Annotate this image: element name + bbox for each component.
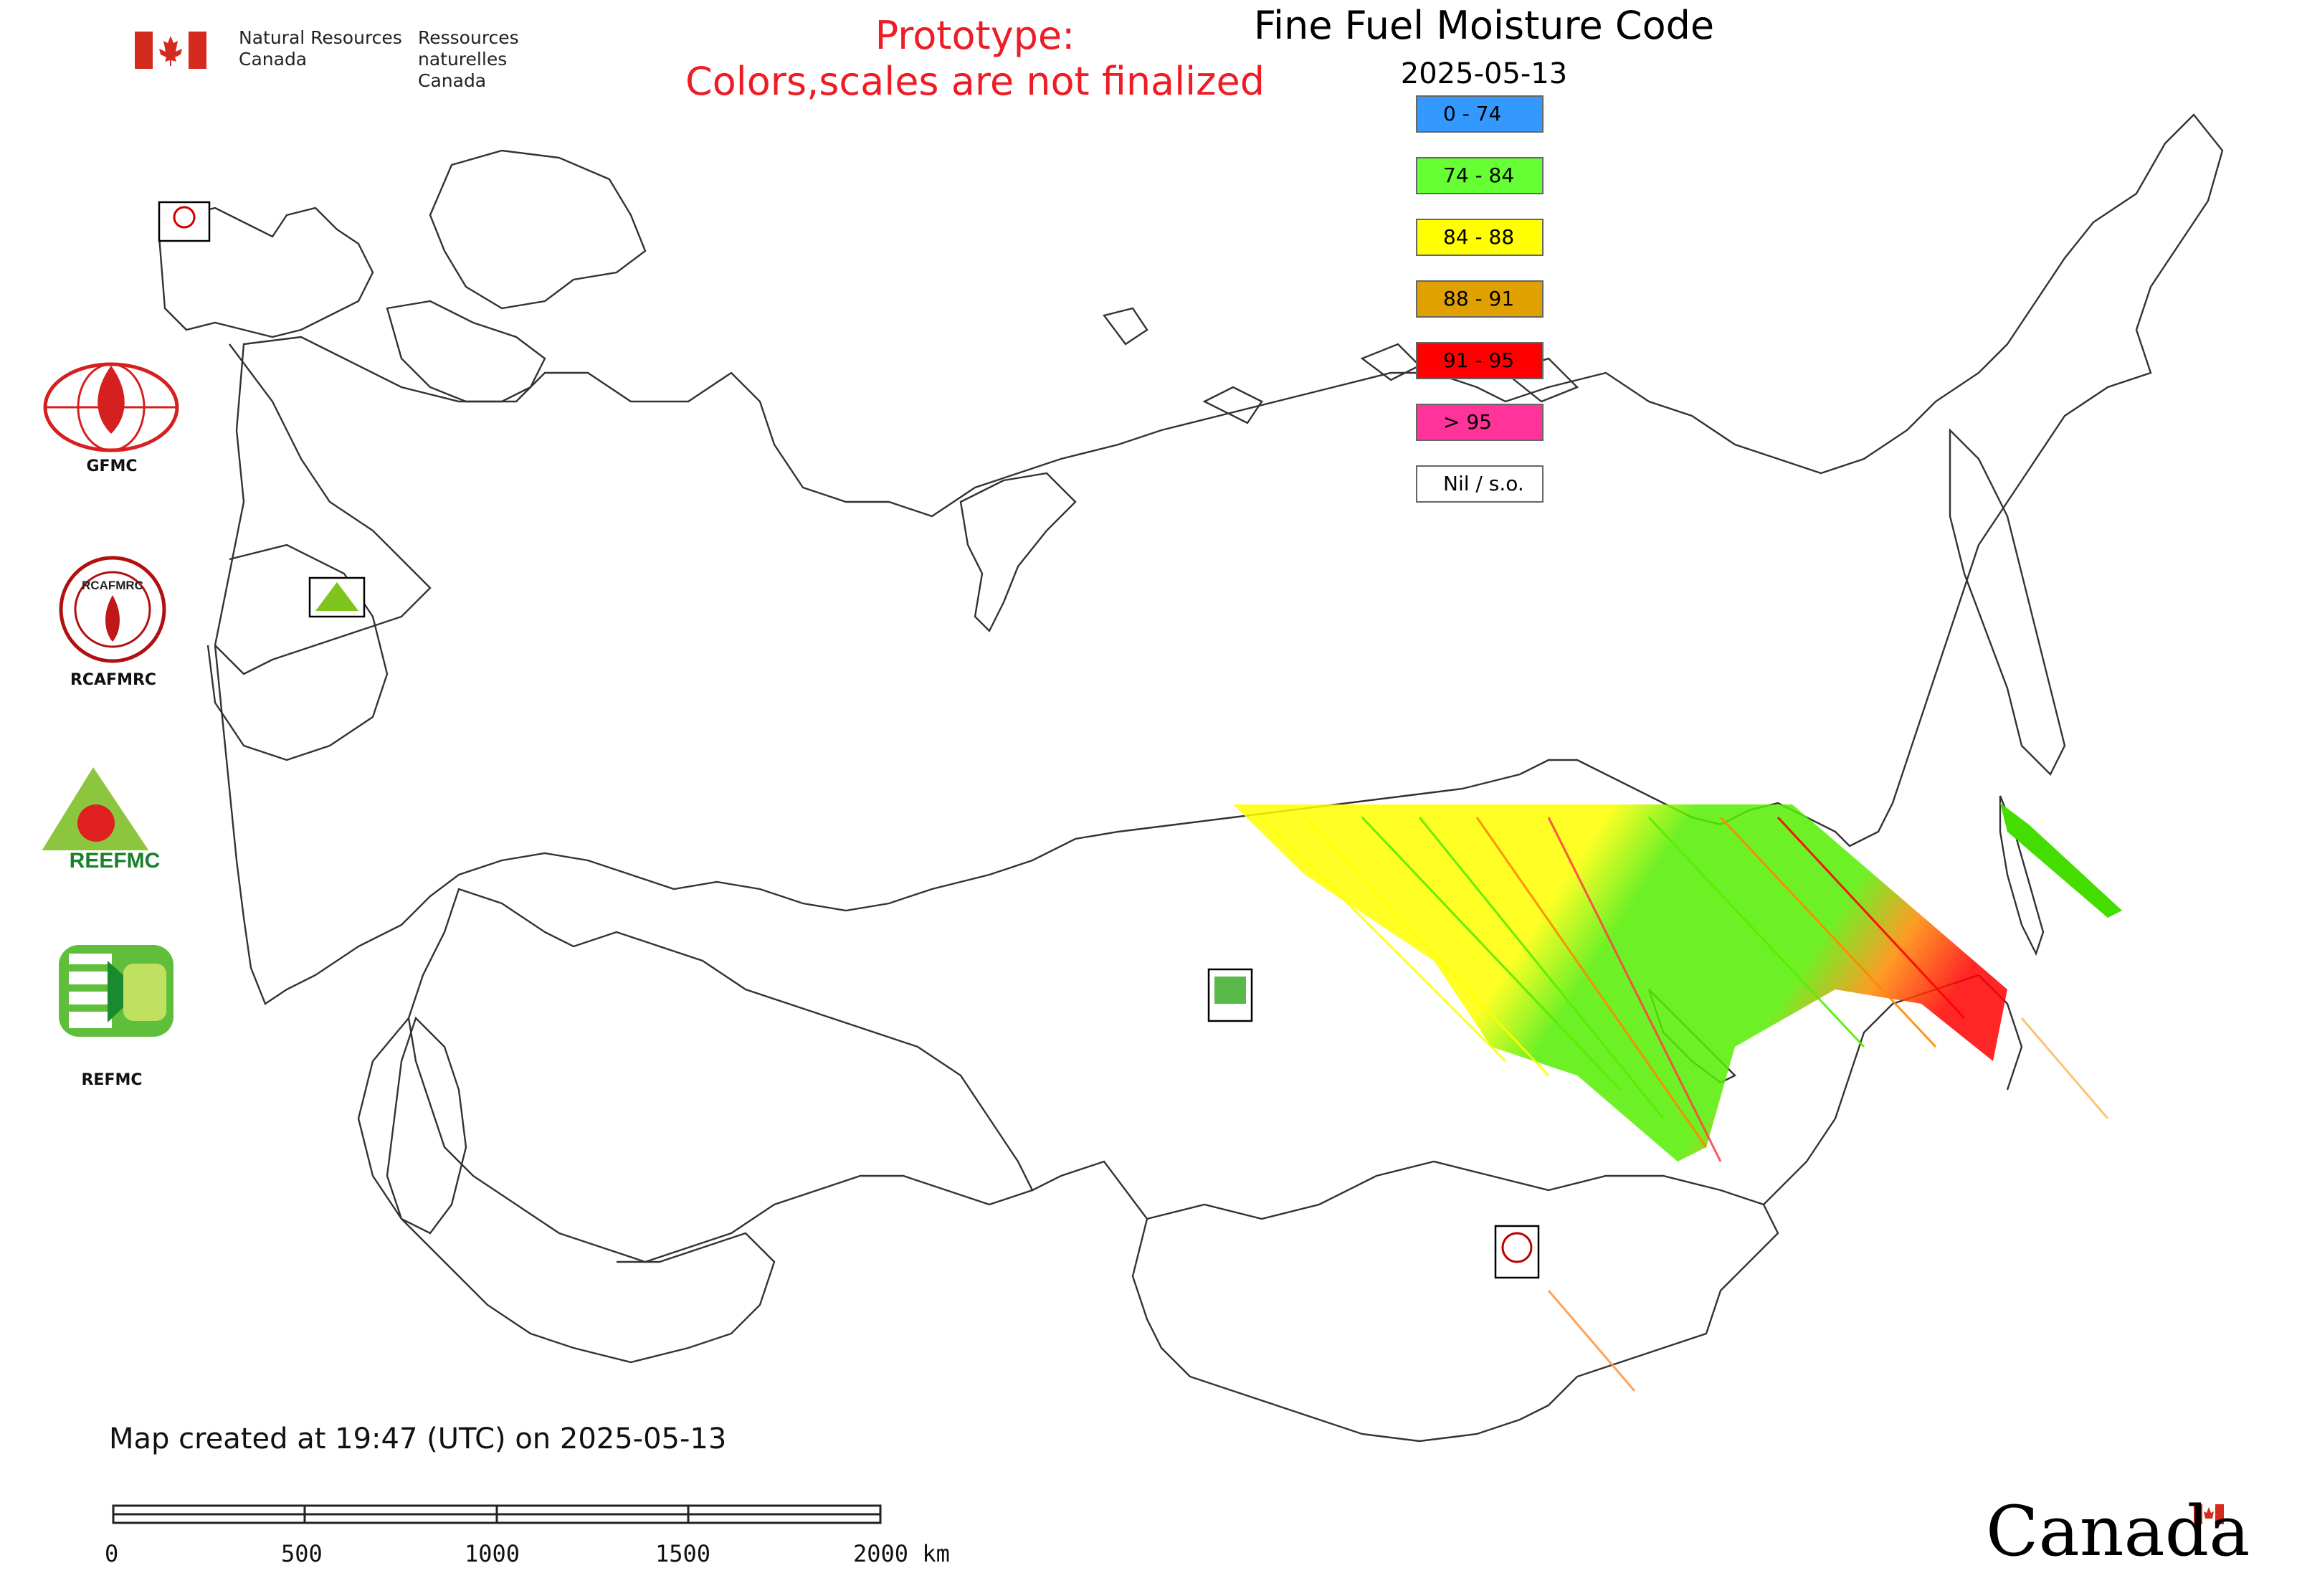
reefmc-logo: REEFMC (40, 767, 191, 873)
nrcan-en-line-2: Canada (239, 49, 308, 70)
prototype-line-1: Prototype: (875, 13, 1075, 58)
nrcan-name-en: Natural Resources Canada (239, 27, 418, 70)
gfmc-marker[interactable] (158, 201, 211, 242)
china-border-outline (1032, 974, 2023, 1220)
rcafmrc-label: RCAFMRC (70, 671, 157, 689)
ukraine-outline (206, 543, 389, 761)
map-markers (158, 201, 1540, 1279)
novaya-zemlya-outline (959, 472, 1077, 633)
kola-outline (429, 149, 647, 310)
canada-wordmark: Canada (1986, 1491, 2250, 1572)
gfmc-label: GFMC (86, 457, 138, 475)
scale-bar (112, 1504, 882, 1524)
canada-flag-icon (135, 32, 206, 69)
ffmc-coverage-area[interactable] (1233, 804, 2007, 1162)
scale-label-2000: 2000 km (853, 1540, 950, 1567)
scandinavia-outline (158, 206, 374, 338)
kamchatka-outline (1949, 428, 2066, 776)
legend-item-74-84[interactable]: 74 - 84 (1416, 157, 1544, 194)
nrcan-en-line-1: Natural Resources (239, 27, 402, 48)
nrcan-name-fr: Ressources naturelles Canada (418, 27, 597, 92)
legend-item-0-74[interactable]: 0 - 74 (1416, 95, 1544, 133)
scale-label-1500: 1500 (655, 1540, 711, 1567)
nrcan-fr-line-2: Canada (418, 70, 487, 91)
scale-label-1000: 1000 (465, 1540, 520, 1567)
prototype-notice: Prototype: Colors,scales are not finaliz… (631, 13, 1319, 105)
prototype-line-2: Colors,scales are not finalized (685, 59, 1265, 104)
canada-wordmark-flag (2194, 1504, 2224, 1524)
scale-label-0: 0 (105, 1540, 119, 1567)
russia-outline[interactable] (214, 113, 2224, 1005)
refmc-logo (59, 945, 173, 1037)
map-date: 2025-05-13 (1400, 57, 1568, 90)
caspian-sea-outline (386, 1016, 467, 1235)
map-created-note: Map created at 19:47 (UTC) on 2025-05-13 (109, 1422, 727, 1455)
white-sea-outline (386, 300, 546, 403)
gfmc-logo (43, 362, 179, 452)
svg-text:RCAFMRC: RCAFMRC (82, 579, 143, 592)
sakhalin-outline (1999, 795, 2045, 956)
ffmc-legend: 0 - 74 74 - 84 84 - 88 88 - 91 91 - 95 >… (1416, 95, 1544, 527)
legend-item-88-91[interactable]: 88 - 91 (1416, 280, 1544, 318)
mongolia-outline[interactable] (1131, 1160, 1779, 1443)
kamchatka-ffmc-patch (2000, 803, 2122, 918)
arctic-islands-outline (1102, 307, 1579, 424)
legend-item-over-95[interactable]: > 95 (1416, 404, 1544, 441)
central-asia-outline (357, 1017, 776, 1364)
scale-label-500: 500 (281, 1540, 323, 1567)
map-title: Fine Fuel Moisture Code (1253, 3, 1715, 48)
legend-item-91-95[interactable]: 91 - 95 (1416, 342, 1544, 379)
rcafmrc-logo: RCAFMRC (59, 556, 166, 663)
reefmc-text: REEFMC (70, 849, 161, 873)
refmc-label: REFMC (81, 1071, 143, 1089)
legend-item-84-88[interactable]: 84 - 88 (1416, 219, 1544, 256)
kazakhstan-outline (407, 888, 1034, 1263)
ffmc-data-overlay[interactable] (1233, 803, 2122, 1392)
nrcan-fr-line-1: Ressources naturelles (418, 27, 519, 70)
legend-item-nil[interactable]: Nil / s.o. (1416, 465, 1544, 503)
ffmc-streaks (1260, 816, 2109, 1392)
eastern-europe-outline (214, 343, 432, 675)
country-outlines (158, 113, 2224, 1443)
